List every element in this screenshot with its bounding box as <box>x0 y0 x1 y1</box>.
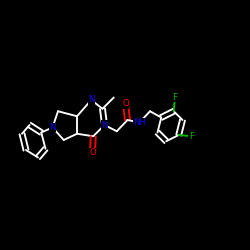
Text: N: N <box>88 96 94 104</box>
Text: NH: NH <box>133 118 146 127</box>
Text: F: F <box>189 132 194 141</box>
Text: N: N <box>101 120 108 130</box>
Text: O: O <box>89 148 96 157</box>
Text: F: F <box>172 92 178 102</box>
Text: N: N <box>49 123 56 132</box>
Text: O: O <box>122 99 129 108</box>
